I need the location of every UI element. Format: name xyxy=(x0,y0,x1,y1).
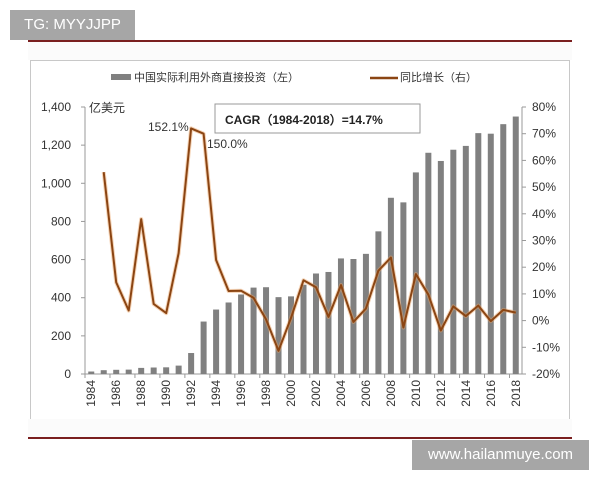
right-tick-label: 80% xyxy=(532,100,556,114)
x-tick-label: 1990 xyxy=(159,380,173,407)
cagr-text: CAGR（1984-2018）=14.7% xyxy=(225,112,383,127)
x-tick-label: 1998 xyxy=(259,380,273,407)
top-band xyxy=(28,42,572,60)
bar xyxy=(125,369,132,374)
bar xyxy=(188,353,195,374)
bar xyxy=(225,302,232,374)
bar xyxy=(362,253,369,374)
legend-line-label: 同比增长（右） xyxy=(400,70,477,84)
right-tick-label: 50% xyxy=(532,180,556,194)
left-tick-label: 0 xyxy=(64,367,71,381)
right-tick-label: 30% xyxy=(532,234,556,248)
bar xyxy=(213,309,220,374)
x-tick-label: 1986 xyxy=(109,380,123,407)
right-tick-label: 0% xyxy=(532,314,550,328)
top-divider xyxy=(28,40,572,42)
x-tick-label: 2002 xyxy=(309,380,323,407)
x-tick-label: 1996 xyxy=(234,380,248,407)
right-tick-label: -10% xyxy=(532,340,560,354)
bar xyxy=(175,365,182,374)
x-axis: 1984 1986 1988 1990 1992 1994 1996 1998 2000 2002… xyxy=(84,373,523,407)
right-tick-label: 40% xyxy=(532,207,556,221)
bar xyxy=(100,370,107,374)
growth-line xyxy=(102,127,517,352)
bar xyxy=(325,271,332,374)
right-tick-label: 10% xyxy=(532,287,556,301)
bar xyxy=(275,297,282,374)
x-tick-label: 2010 xyxy=(409,380,423,407)
bar xyxy=(288,296,295,374)
x-tick-label: 2014 xyxy=(459,380,473,407)
bar xyxy=(500,124,507,375)
bar xyxy=(150,367,157,374)
peak-label-1993: 150.0% xyxy=(207,137,248,151)
bar xyxy=(200,321,207,374)
bar xyxy=(425,152,432,374)
left-axis: 0 200 400 600 800 1,000 1,200 1,400 xyxy=(41,100,86,381)
x-tick-label: 2006 xyxy=(359,380,373,407)
x-tick-label: 1992 xyxy=(184,380,198,407)
left-tick-label: 800 xyxy=(51,214,71,228)
bar xyxy=(437,160,444,374)
bar xyxy=(163,367,170,374)
right-tick-label: 20% xyxy=(532,260,556,274)
legend: 中国实际利用外商直接投资（左） 同比增长（右） xyxy=(111,70,477,84)
bottom-band xyxy=(28,419,572,437)
bar xyxy=(450,149,457,374)
right-axis: -20% -10% 0% 10% 20% 30% 40% 50% 60% 70% 80% xyxy=(521,100,560,381)
legend-bar-label: 中国实际利用外商直接投资（左） xyxy=(134,70,299,84)
bar-series xyxy=(88,116,519,375)
left-tick-label: 1,200 xyxy=(41,138,71,152)
bar xyxy=(387,197,394,374)
x-tick-label: 1984 xyxy=(84,380,98,407)
bar xyxy=(337,258,344,374)
left-tick-label: 600 xyxy=(51,253,71,267)
right-tick-label: 70% xyxy=(532,127,556,141)
bar xyxy=(350,258,357,374)
bar xyxy=(312,273,319,374)
watermark-bottom: www.hailanmuye.com xyxy=(412,440,589,470)
cagr-box: CAGR（1984-2018）=14.7% xyxy=(214,103,421,134)
bar xyxy=(475,133,482,374)
x-tick-label: 2008 xyxy=(384,380,398,407)
bar xyxy=(250,287,257,374)
right-tick-label: 60% xyxy=(532,153,556,167)
bar xyxy=(512,116,519,375)
bar xyxy=(375,231,382,374)
x-tick-label: 2016 xyxy=(484,380,498,407)
bar xyxy=(300,284,307,374)
left-unit-label: 亿美元 xyxy=(89,100,125,115)
legend-bar-swatch xyxy=(111,74,131,80)
x-tick-label: 2000 xyxy=(284,380,298,407)
left-tick-label: 1,400 xyxy=(41,100,71,114)
right-tick-label: -20% xyxy=(532,367,560,381)
line-series xyxy=(101,126,517,353)
peak-label-1992: 152.1% xyxy=(148,120,189,134)
bar xyxy=(462,145,469,374)
x-tick-label: 1988 xyxy=(134,380,148,407)
x-tick-label: 1994 xyxy=(209,380,223,407)
x-tick-label: 2012 xyxy=(434,380,448,407)
left-tick-label: 200 xyxy=(51,329,71,343)
left-tick-label: 1,000 xyxy=(41,176,71,190)
bar xyxy=(113,369,120,374)
bar xyxy=(138,367,145,374)
bar xyxy=(487,133,494,374)
left-tick-label: 400 xyxy=(51,291,71,305)
bar xyxy=(88,371,95,374)
x-tick-label: 2018 xyxy=(509,380,523,407)
bottom-divider xyxy=(28,437,572,439)
bar xyxy=(400,202,407,374)
bar xyxy=(263,287,270,374)
watermark-top: TG: MYYJJPP xyxy=(10,10,135,40)
bar xyxy=(238,294,245,374)
x-tick-label: 2004 xyxy=(334,380,348,407)
